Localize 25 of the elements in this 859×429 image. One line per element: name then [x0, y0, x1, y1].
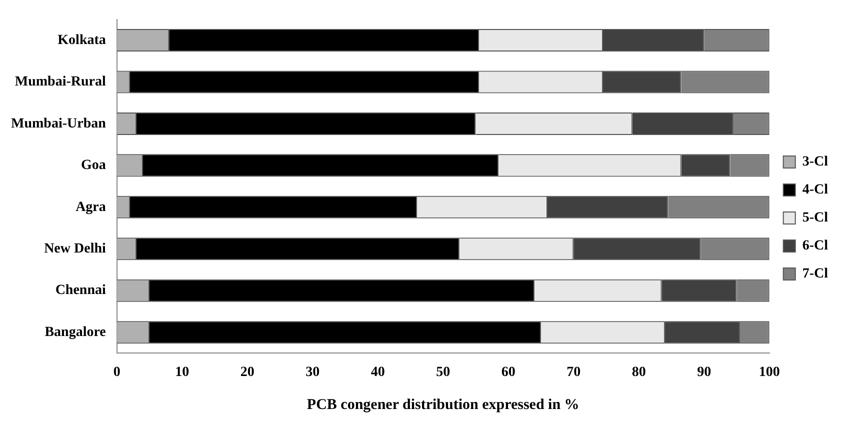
- y-tick-label: Chennai: [55, 283, 106, 298]
- y-tick-label: Agra: [76, 200, 106, 215]
- legend-label: 7-Cl: [802, 266, 828, 282]
- x-tick-label: 30: [306, 365, 320, 380]
- y-tick-label: Bangalore: [44, 324, 106, 340]
- x-tick-label: 70: [566, 365, 581, 380]
- legend-label: 3-Cl: [802, 154, 828, 170]
- legend-label: 5-Cl: [802, 210, 828, 226]
- x-tick-label: 50: [436, 365, 450, 380]
- x-tick-label: 20: [240, 365, 254, 380]
- y-tick-label: Mumbai-Urban: [10, 116, 106, 132]
- x-axis-title: PCB congener distribution expressed in %: [306, 396, 580, 413]
- x-tick-label: 60: [501, 365, 516, 380]
- x-tick-label: 80: [632, 365, 646, 380]
- legend-label: 6-Cl: [802, 238, 828, 254]
- x-tick-label: 10: [175, 365, 190, 380]
- x-tick-label: 0: [113, 365, 120, 380]
- y-tick-label: Mumbai-Rural: [14, 74, 106, 90]
- y-tick-label: Goa: [81, 158, 106, 174]
- x-tick-label: 90: [697, 365, 712, 380]
- y-tick-label: Kolkata: [58, 32, 106, 48]
- x-tick-label: 40: [370, 365, 385, 380]
- y-tick-label: New Delhi: [44, 241, 106, 256]
- x-tick-label: 100: [758, 365, 780, 380]
- legend-label: 4-Cl: [802, 182, 828, 198]
